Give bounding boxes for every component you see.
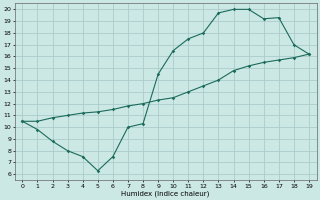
- X-axis label: Humidex (Indice chaleur): Humidex (Indice chaleur): [122, 190, 210, 197]
